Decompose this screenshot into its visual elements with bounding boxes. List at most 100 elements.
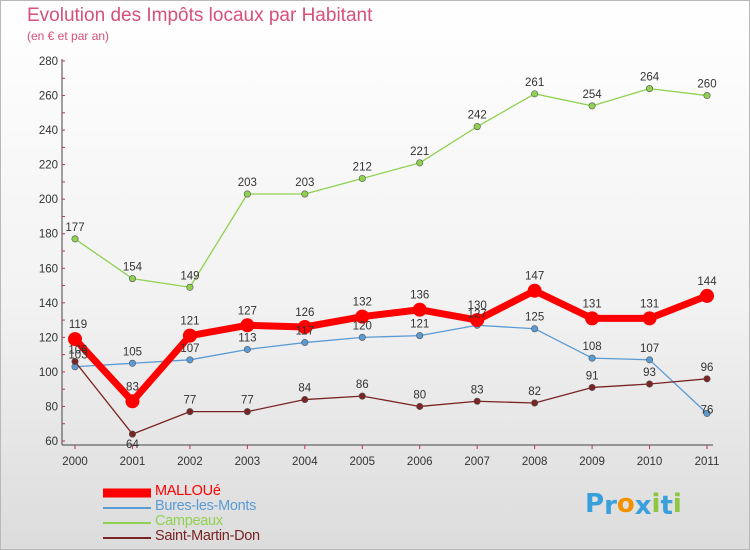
data-label-bures-les-monts: 105 — [123, 346, 142, 358]
x-tick-label: 2009 — [579, 456, 605, 468]
data-point-mallou- — [642, 311, 657, 326]
y-tick-label: 100 — [39, 367, 58, 379]
data-label-mallou-: 127 — [238, 305, 257, 317]
series-line-bures-les-monts — [74, 324, 708, 415]
data-label-bures-les-monts: 76 — [701, 404, 714, 416]
data-point-campeaux — [703, 92, 711, 100]
data-point-campeaux — [531, 90, 539, 98]
x-tick-label: 2001 — [120, 456, 146, 468]
data-label-saint-martin-don: 77 — [184, 395, 197, 407]
data-label-bures-les-monts: 121 — [410, 319, 429, 331]
data-label-bures-les-monts: 127 — [468, 308, 487, 320]
x-tick-label: 2008 — [522, 456, 548, 468]
x-tick-label: 2003 — [235, 456, 261, 468]
data-point-saint-martin-don — [128, 430, 136, 438]
chart-subtitle: (en € et par an) — [27, 29, 110, 43]
proxiti-logo: Proxiti — [585, 489, 682, 521]
series-line-saint-martin-don — [74, 360, 708, 435]
data-label-saint-martin-don: 84 — [298, 383, 311, 395]
x-tick-label: 2010 — [637, 456, 663, 468]
data-point-mallou- — [355, 309, 370, 324]
data-point-bures-les-monts — [128, 359, 136, 367]
data-label-campeaux: 154 — [123, 262, 143, 274]
data-point-bures-les-monts — [186, 356, 194, 364]
x-tick-label: 2000 — [62, 456, 88, 468]
y-tick-label: 60 — [45, 436, 58, 448]
y-tick-label: 260 — [39, 91, 58, 103]
data-point-saint-martin-don — [301, 396, 309, 404]
x-tick-label: 2005 — [349, 456, 375, 468]
data-label-campeaux: 260 — [697, 79, 716, 91]
chart-title: Evolution des Impôts locaux par Habitant — [27, 5, 373, 26]
data-point-bures-les-monts — [703, 409, 711, 417]
data-point-mallou- — [182, 328, 197, 343]
data-label-mallou-: 119 — [69, 319, 87, 331]
legend-label: Saint-Martin-Don — [155, 528, 260, 544]
legend-label: Bures-les-Monts — [155, 498, 257, 514]
data-point-mallou- — [412, 302, 427, 317]
logo-letter: i — [651, 489, 661, 519]
data-point-saint-martin-don — [358, 392, 366, 400]
legend-label: MALLOUé — [155, 483, 221, 499]
data-point-mallou- — [470, 313, 485, 328]
data-point-saint-martin-don — [416, 402, 424, 410]
data-label-saint-martin-don: 64 — [126, 439, 139, 451]
y-tick-label: 80 — [45, 401, 58, 413]
legend-swatch — [103, 521, 151, 524]
data-label-bures-les-monts: 107 — [640, 343, 659, 355]
data-label-saint-martin-don: 82 — [528, 386, 541, 398]
data-label-campeaux: 264 — [640, 72, 660, 84]
data-label-bures-les-monts: 108 — [582, 341, 601, 353]
series-line-campeaux — [74, 87, 708, 288]
y-tick-label: 120 — [39, 332, 58, 344]
data-point-bures-les-monts — [243, 345, 251, 353]
data-point-campeaux — [646, 85, 654, 93]
data-point-mallou- — [527, 283, 542, 298]
data-point-bures-les-monts — [416, 332, 424, 340]
x-tick-label: 2006 — [407, 456, 433, 468]
data-point-saint-martin-don — [473, 397, 481, 405]
data-label-mallou-: 144 — [697, 276, 717, 288]
data-label-campeaux: 261 — [525, 77, 544, 89]
data-point-campeaux — [416, 159, 424, 167]
data-label-campeaux: 242 — [468, 110, 487, 122]
y-tick-label: 160 — [39, 263, 58, 275]
x-tick-label: 2004 — [292, 456, 318, 468]
x-tick-label: 2002 — [177, 456, 203, 468]
data-label-mallou-: 147 — [525, 271, 544, 283]
data-point-campeaux — [186, 283, 194, 291]
data-point-mallou- — [297, 320, 312, 334]
data-point-bures-les-monts — [301, 339, 309, 347]
data-label-mallou-: 136 — [410, 290, 429, 302]
logo-letter: P — [585, 489, 605, 519]
data-label-bures-les-monts: 103 — [68, 350, 87, 362]
data-point-bures-les-monts — [358, 333, 366, 341]
data-label-saint-martin-don: 80 — [413, 389, 426, 401]
x-tick-label: 2011 — [695, 456, 720, 468]
y-tick-label: 240 — [39, 125, 58, 137]
data-label-mallou-: 131 — [640, 298, 659, 310]
data-label-saint-martin-don: 96 — [701, 362, 714, 374]
data-label-campeaux: 254 — [582, 89, 602, 101]
data-label-saint-martin-don: 83 — [471, 384, 484, 396]
data-label-mallou-: 83 — [126, 381, 139, 393]
data-label-mallou-: 121 — [180, 316, 199, 328]
data-point-mallou- — [240, 318, 255, 333]
data-point-campeaux — [71, 235, 79, 243]
data-point-saint-martin-don — [243, 408, 251, 416]
data-label-saint-martin-don: 106 — [68, 345, 87, 357]
data-point-mallou- — [585, 311, 600, 326]
x-tick-label: 2007 — [464, 456, 490, 468]
data-point-bures-les-monts — [531, 325, 539, 333]
data-label-bures-les-monts: 113 — [238, 332, 256, 344]
data-label-campeaux: 203 — [238, 177, 257, 189]
data-point-mallou- — [68, 332, 82, 347]
data-label-saint-martin-don: 91 — [586, 370, 599, 382]
y-tick-label: 220 — [39, 160, 58, 172]
data-point-campeaux — [301, 190, 309, 198]
logo-letter: t — [660, 491, 673, 521]
data-label-bures-les-monts: 125 — [525, 312, 544, 324]
data-point-campeaux — [473, 123, 481, 131]
